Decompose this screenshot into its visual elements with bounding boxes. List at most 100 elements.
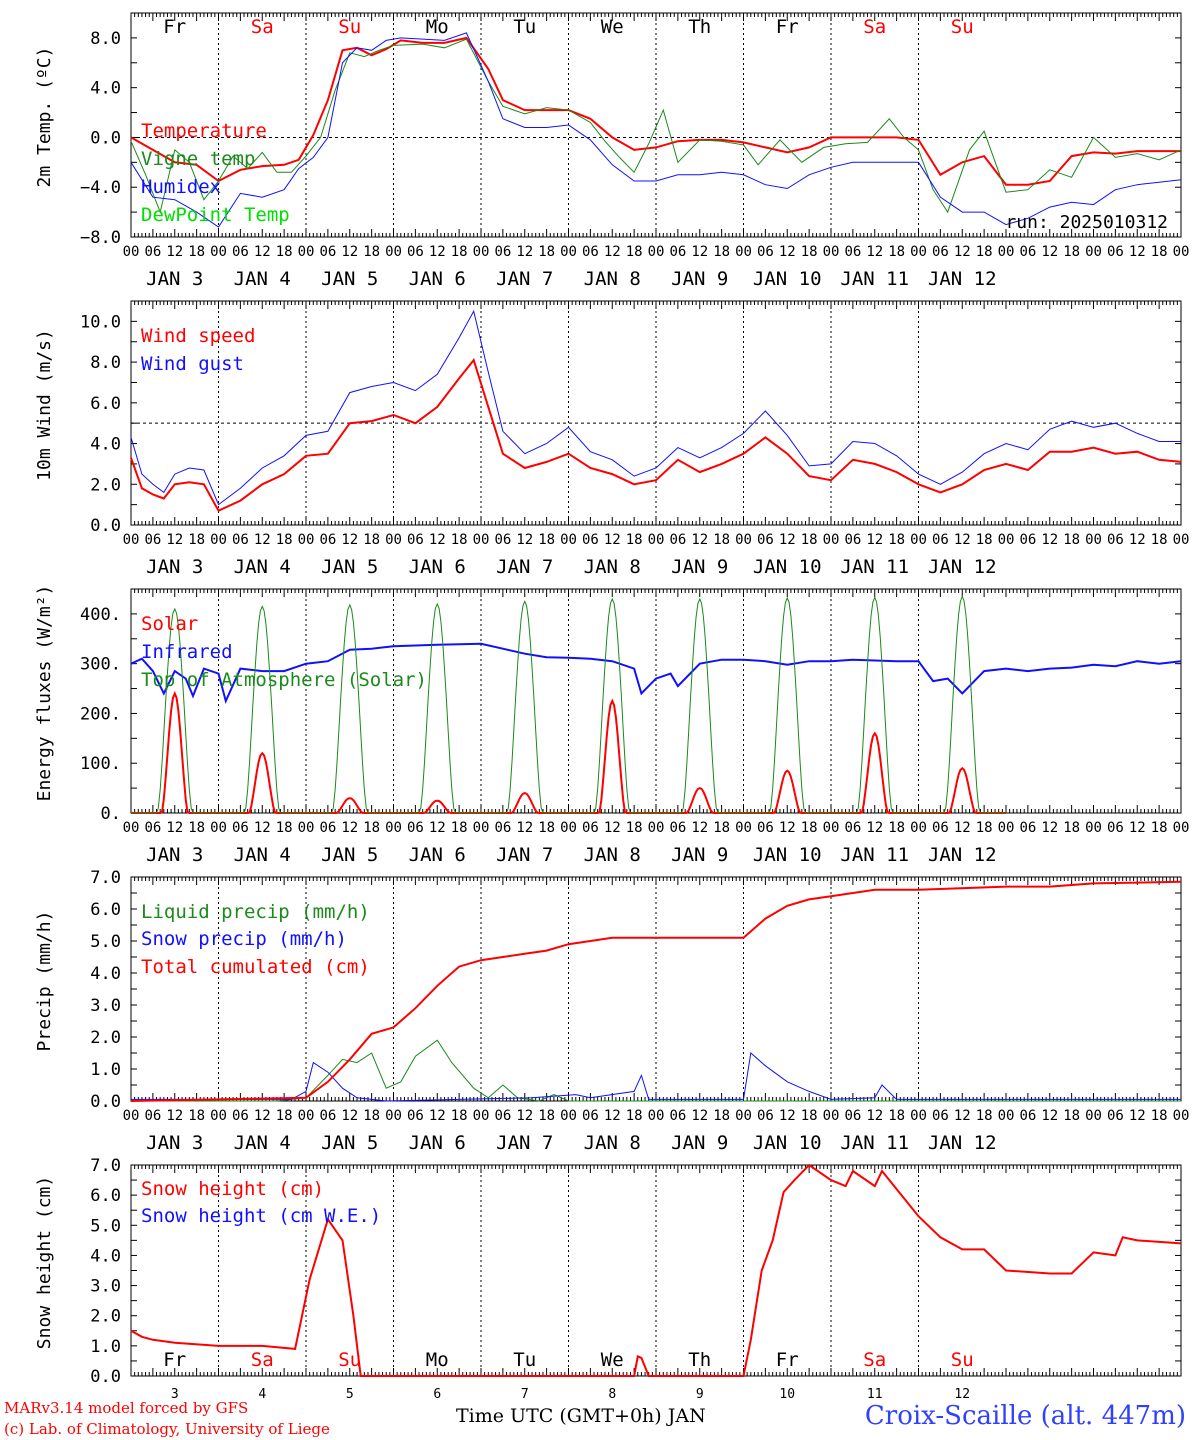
date-label: JAN 8 [584, 268, 641, 290]
day-of-week-label: We [601, 1349, 624, 1371]
hour-tick-label: 18 [626, 244, 643, 260]
date-label: JAN 5 [321, 268, 378, 290]
hour-tick-label: 18 [276, 1108, 293, 1124]
hour-tick-label: 18 [276, 820, 293, 836]
date-label: JAN 9 [671, 1132, 728, 1154]
hour-tick-label: 06 [669, 1108, 686, 1124]
hour-tick-label: 12 [691, 532, 708, 548]
date-label: JAN 6 [409, 844, 466, 866]
y-tick-label: 2.0 [90, 1028, 121, 1048]
hour-tick-label: 12 [779, 532, 796, 548]
hour-tick-label: 18 [538, 532, 555, 548]
day-of-week-label: Fr [163, 1349, 186, 1371]
hour-tick-label: 18 [451, 244, 468, 260]
hour-tick-label: 00 [123, 1108, 140, 1124]
y-tick-label: 4.0 [90, 964, 121, 984]
day-number-label: 10 [779, 1387, 795, 1402]
hour-tick-label: 06 [494, 244, 511, 260]
legend-entry: Snow height (cm W.E.) [141, 1205, 381, 1227]
date-label: JAN 7 [496, 556, 553, 578]
hour-tick-label: 00 [823, 820, 840, 836]
day-of-week-label: Su [951, 16, 974, 38]
date-label: JAN 12 [928, 556, 997, 578]
hour-tick-label: 12 [166, 244, 183, 260]
day-of-week-label: Fr [163, 16, 186, 38]
y-tick-label: 2.0 [90, 1307, 121, 1327]
hour-tick-label: 06 [144, 820, 161, 836]
hour-tick-label: 18 [888, 532, 905, 548]
date-label: JAN 5 [321, 844, 378, 866]
legend-entry: Infrared [141, 641, 233, 663]
hour-tick-label: 18 [276, 244, 293, 260]
day-number-label: 6 [433, 1387, 441, 1402]
hour-tick-label: 00 [1173, 244, 1190, 260]
hour-tick-label: 06 [932, 244, 949, 260]
date-label: JAN 10 [753, 1132, 822, 1154]
hour-tick-label: 00 [298, 820, 315, 836]
date-label: JAN 3 [146, 556, 203, 578]
hour-tick-label: 06 [232, 244, 249, 260]
hour-tick-label: 18 [713, 532, 730, 548]
date-label: JAN 9 [671, 844, 728, 866]
hour-tick-label: 12 [954, 820, 971, 836]
hour-tick-label: 12 [516, 820, 533, 836]
hour-tick-label: 06 [1019, 820, 1036, 836]
hour-tick-label: 06 [1019, 1108, 1036, 1124]
hour-tick-label: 06 [1107, 532, 1124, 548]
hour-tick-label: 00 [910, 532, 927, 548]
day-of-week-label: Fr [776, 1349, 799, 1371]
hour-tick-label: 12 [779, 820, 796, 836]
hour-tick-label: 00 [560, 1108, 577, 1124]
hour-tick-label: 18 [1151, 532, 1168, 548]
hour-tick-label: 00 [385, 1108, 402, 1124]
y-tick-label: 8.0 [90, 29, 121, 49]
hour-tick-label: 00 [998, 532, 1015, 548]
hour-tick-label: 00 [735, 244, 752, 260]
y-tick-label: 400. [80, 605, 121, 625]
hour-tick-label: 18 [276, 532, 293, 548]
hour-tick-label: 18 [801, 532, 818, 548]
hour-tick-label: 12 [1041, 532, 1058, 548]
y-tick-label: 2.0 [90, 475, 121, 495]
hour-tick-label: 18 [363, 532, 380, 548]
hour-tick-label: 00 [823, 244, 840, 260]
hour-tick-label: 12 [254, 532, 271, 548]
day-of-week-label: Th [688, 16, 711, 38]
y-tick-label: 8.0 [90, 353, 121, 373]
legend-entry: Top of Atmosphere (Solar) [141, 669, 427, 691]
day-of-week-label: Su [338, 1349, 361, 1371]
date-label: JAN 8 [584, 844, 641, 866]
date-label: JAN 4 [234, 844, 291, 866]
hour-tick-label: 00 [1085, 820, 1102, 836]
panel-wind [130, 300, 1182, 526]
legend-entry: Total cumulated (cm) [141, 956, 370, 978]
date-label: JAN 11 [840, 556, 909, 578]
hour-tick-label: 18 [1151, 1108, 1168, 1124]
y-tick-label: 300. [80, 655, 121, 675]
hour-tick-label: 12 [1041, 1108, 1058, 1124]
date-label: JAN 4 [234, 556, 291, 578]
series-line-wind-gust [130, 309, 1181, 506]
day-of-week-label: Mo [426, 1349, 449, 1371]
hour-tick-label: 06 [1019, 532, 1036, 548]
hour-tick-label: 12 [954, 1108, 971, 1124]
legend-entry: Snow precip (mm/h) [141, 928, 347, 950]
hour-tick-label: 06 [407, 532, 424, 548]
hour-tick-label: 06 [1019, 244, 1036, 260]
date-label: JAN 10 [753, 268, 822, 290]
hour-tick-label: 18 [888, 1108, 905, 1124]
y-tick-label: 1.0 [90, 1337, 121, 1357]
hour-tick-label: 12 [954, 532, 971, 548]
hour-tick-label: 18 [451, 532, 468, 548]
hour-tick-label: 12 [516, 244, 533, 260]
day-number-label: 7 [521, 1387, 529, 1402]
hour-tick-label: 00 [560, 820, 577, 836]
hour-tick-label: 12 [341, 1108, 358, 1124]
hour-tick-label: 18 [801, 820, 818, 836]
day-of-week-label: Th [688, 1349, 711, 1371]
hour-tick-label: 18 [1151, 244, 1168, 260]
y-tick-label: 4.0 [90, 1246, 121, 1266]
hour-tick-label: 00 [648, 244, 665, 260]
hour-tick-label: 12 [866, 244, 883, 260]
